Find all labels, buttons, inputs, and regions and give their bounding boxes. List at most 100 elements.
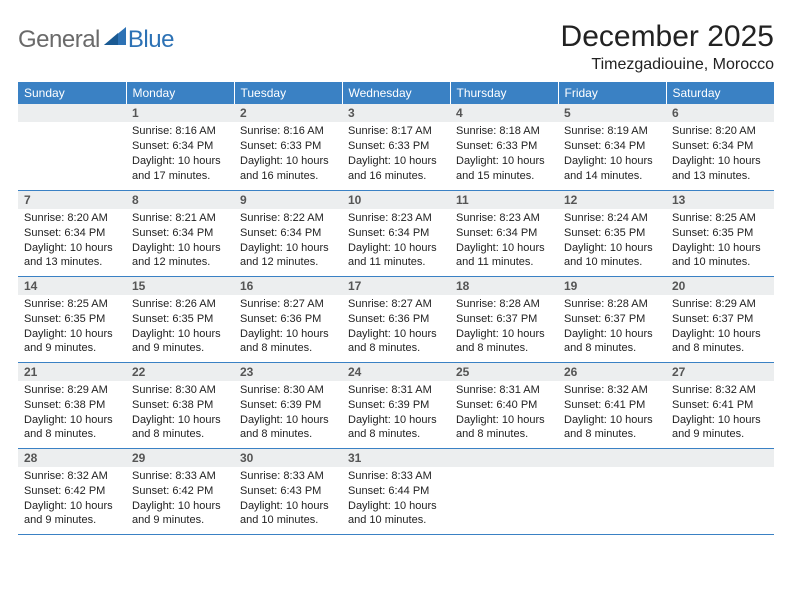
daylight-text: Daylight: 10 hours and 9 minutes. <box>132 327 228 357</box>
day-details: Sunrise: 8:20 AMSunset: 6:34 PMDaylight:… <box>18 209 126 274</box>
calendar-day-cell: 9Sunrise: 8:22 AMSunset: 6:34 PMDaylight… <box>234 190 342 276</box>
sunset-text: Sunset: 6:33 PM <box>348 139 444 154</box>
daylight-text: Daylight: 10 hours and 13 minutes. <box>24 241 120 271</box>
day-number: 4 <box>450 104 558 122</box>
sunrise-text: Sunrise: 8:29 AM <box>672 297 768 312</box>
sunset-text: Sunset: 6:41 PM <box>672 398 768 413</box>
daylight-text: Daylight: 10 hours and 17 minutes. <box>132 154 228 184</box>
calendar-day-cell: 18Sunrise: 8:28 AMSunset: 6:37 PMDayligh… <box>450 276 558 362</box>
calendar-table: SundayMondayTuesdayWednesdayThursdayFrid… <box>18 82 774 535</box>
sunrise-text: Sunrise: 8:31 AM <box>456 383 552 398</box>
calendar-day-cell: 2Sunrise: 8:16 AMSunset: 6:33 PMDaylight… <box>234 104 342 190</box>
day-details: Sunrise: 8:32 AMSunset: 6:41 PMDaylight:… <box>558 381 666 446</box>
sunset-text: Sunset: 6:34 PM <box>24 226 120 241</box>
day-number: 8 <box>126 191 234 209</box>
sunset-text: Sunset: 6:38 PM <box>132 398 228 413</box>
daylight-text: Daylight: 10 hours and 9 minutes. <box>24 327 120 357</box>
calendar-day-cell: 15Sunrise: 8:26 AMSunset: 6:35 PMDayligh… <box>126 276 234 362</box>
sunrise-text: Sunrise: 8:25 AM <box>672 211 768 226</box>
daylight-text: Daylight: 10 hours and 12 minutes. <box>132 241 228 271</box>
day-details: Sunrise: 8:23 AMSunset: 6:34 PMDaylight:… <box>450 209 558 274</box>
sunrise-text: Sunrise: 8:33 AM <box>240 469 336 484</box>
sunrise-text: Sunrise: 8:28 AM <box>564 297 660 312</box>
sunset-text: Sunset: 6:40 PM <box>456 398 552 413</box>
day-number: 2 <box>234 104 342 122</box>
day-number: 25 <box>450 363 558 381</box>
sunset-text: Sunset: 6:34 PM <box>240 226 336 241</box>
day-details: Sunrise: 8:27 AMSunset: 6:36 PMDaylight:… <box>342 295 450 360</box>
daylight-text: Daylight: 10 hours and 14 minutes. <box>564 154 660 184</box>
day-number: 12 <box>558 191 666 209</box>
day-details: Sunrise: 8:29 AMSunset: 6:38 PMDaylight:… <box>18 381 126 446</box>
daylight-text: Daylight: 10 hours and 13 minutes. <box>672 154 768 184</box>
calendar-day-cell: 25Sunrise: 8:31 AMSunset: 6:40 PMDayligh… <box>450 362 558 448</box>
sunrise-text: Sunrise: 8:20 AM <box>672 124 768 139</box>
logo-triangle-icon <box>104 27 126 50</box>
calendar-day-cell: 16Sunrise: 8:27 AMSunset: 6:36 PMDayligh… <box>234 276 342 362</box>
weekday-header: Wednesday <box>342 82 450 104</box>
calendar-day-cell <box>450 448 558 534</box>
calendar-day-cell: 24Sunrise: 8:31 AMSunset: 6:39 PMDayligh… <box>342 362 450 448</box>
day-details: Sunrise: 8:25 AMSunset: 6:35 PMDaylight:… <box>666 209 774 274</box>
day-number: 26 <box>558 363 666 381</box>
day-number: 1 <box>126 104 234 122</box>
day-number: 29 <box>126 449 234 467</box>
day-details: Sunrise: 8:33 AMSunset: 6:42 PMDaylight:… <box>126 467 234 532</box>
calendar-day-cell: 27Sunrise: 8:32 AMSunset: 6:41 PMDayligh… <box>666 362 774 448</box>
daylight-text: Daylight: 10 hours and 11 minutes. <box>348 241 444 271</box>
sunset-text: Sunset: 6:35 PM <box>672 226 768 241</box>
calendar-day-cell: 10Sunrise: 8:23 AMSunset: 6:34 PMDayligh… <box>342 190 450 276</box>
sunset-text: Sunset: 6:44 PM <box>348 484 444 499</box>
calendar-day-cell: 6Sunrise: 8:20 AMSunset: 6:34 PMDaylight… <box>666 104 774 190</box>
day-details: Sunrise: 8:28 AMSunset: 6:37 PMDaylight:… <box>558 295 666 360</box>
day-number: 11 <box>450 191 558 209</box>
sunrise-text: Sunrise: 8:32 AM <box>564 383 660 398</box>
calendar-day-cell: 21Sunrise: 8:29 AMSunset: 6:38 PMDayligh… <box>18 362 126 448</box>
sunset-text: Sunset: 6:39 PM <box>348 398 444 413</box>
daylight-text: Daylight: 10 hours and 10 minutes. <box>672 241 768 271</box>
day-details: Sunrise: 8:18 AMSunset: 6:33 PMDaylight:… <box>450 122 558 187</box>
day-number: 31 <box>342 449 450 467</box>
sunrise-text: Sunrise: 8:19 AM <box>564 124 660 139</box>
sunset-text: Sunset: 6:42 PM <box>24 484 120 499</box>
day-number: 22 <box>126 363 234 381</box>
daylight-text: Daylight: 10 hours and 8 minutes. <box>240 413 336 443</box>
daylight-text: Daylight: 10 hours and 16 minutes. <box>348 154 444 184</box>
sunrise-text: Sunrise: 8:32 AM <box>672 383 768 398</box>
sunrise-text: Sunrise: 8:20 AM <box>24 211 120 226</box>
day-number: 19 <box>558 277 666 295</box>
daylight-text: Daylight: 10 hours and 9 minutes. <box>24 499 120 529</box>
day-details: Sunrise: 8:20 AMSunset: 6:34 PMDaylight:… <box>666 122 774 187</box>
daylight-text: Daylight: 10 hours and 9 minutes. <box>672 413 768 443</box>
calendar-day-cell: 8Sunrise: 8:21 AMSunset: 6:34 PMDaylight… <box>126 190 234 276</box>
sunset-text: Sunset: 6:34 PM <box>348 226 444 241</box>
day-details: Sunrise: 8:28 AMSunset: 6:37 PMDaylight:… <box>450 295 558 360</box>
calendar-day-cell: 7Sunrise: 8:20 AMSunset: 6:34 PMDaylight… <box>18 190 126 276</box>
day-details: Sunrise: 8:24 AMSunset: 6:35 PMDaylight:… <box>558 209 666 274</box>
title-block: December 2025 Timezgadiouine, Morocco <box>561 20 774 74</box>
sunrise-text: Sunrise: 8:24 AM <box>564 211 660 226</box>
sunrise-text: Sunrise: 8:26 AM <box>132 297 228 312</box>
daylight-text: Daylight: 10 hours and 8 minutes. <box>564 413 660 443</box>
day-details: Sunrise: 8:29 AMSunset: 6:37 PMDaylight:… <box>666 295 774 360</box>
day-number: 20 <box>666 277 774 295</box>
calendar-day-cell: 22Sunrise: 8:30 AMSunset: 6:38 PMDayligh… <box>126 362 234 448</box>
sunrise-text: Sunrise: 8:31 AM <box>348 383 444 398</box>
sunset-text: Sunset: 6:34 PM <box>132 226 228 241</box>
sunrise-text: Sunrise: 8:27 AM <box>240 297 336 312</box>
daylight-text: Daylight: 10 hours and 9 minutes. <box>132 499 228 529</box>
sunrise-text: Sunrise: 8:16 AM <box>240 124 336 139</box>
empty-day-bar <box>450 449 558 467</box>
day-details: Sunrise: 8:16 AMSunset: 6:33 PMDaylight:… <box>234 122 342 187</box>
sunset-text: Sunset: 6:38 PM <box>24 398 120 413</box>
day-number: 7 <box>18 191 126 209</box>
sunrise-text: Sunrise: 8:23 AM <box>348 211 444 226</box>
day-details: Sunrise: 8:16 AMSunset: 6:34 PMDaylight:… <box>126 122 234 187</box>
calendar-header-row: SundayMondayTuesdayWednesdayThursdayFrid… <box>18 82 774 104</box>
calendar-day-cell: 28Sunrise: 8:32 AMSunset: 6:42 PMDayligh… <box>18 448 126 534</box>
empty-day-bar <box>666 449 774 467</box>
sunrise-text: Sunrise: 8:27 AM <box>348 297 444 312</box>
sunset-text: Sunset: 6:36 PM <box>348 312 444 327</box>
day-details: Sunrise: 8:31 AMSunset: 6:39 PMDaylight:… <box>342 381 450 446</box>
calendar-week-row: 21Sunrise: 8:29 AMSunset: 6:38 PMDayligh… <box>18 362 774 448</box>
